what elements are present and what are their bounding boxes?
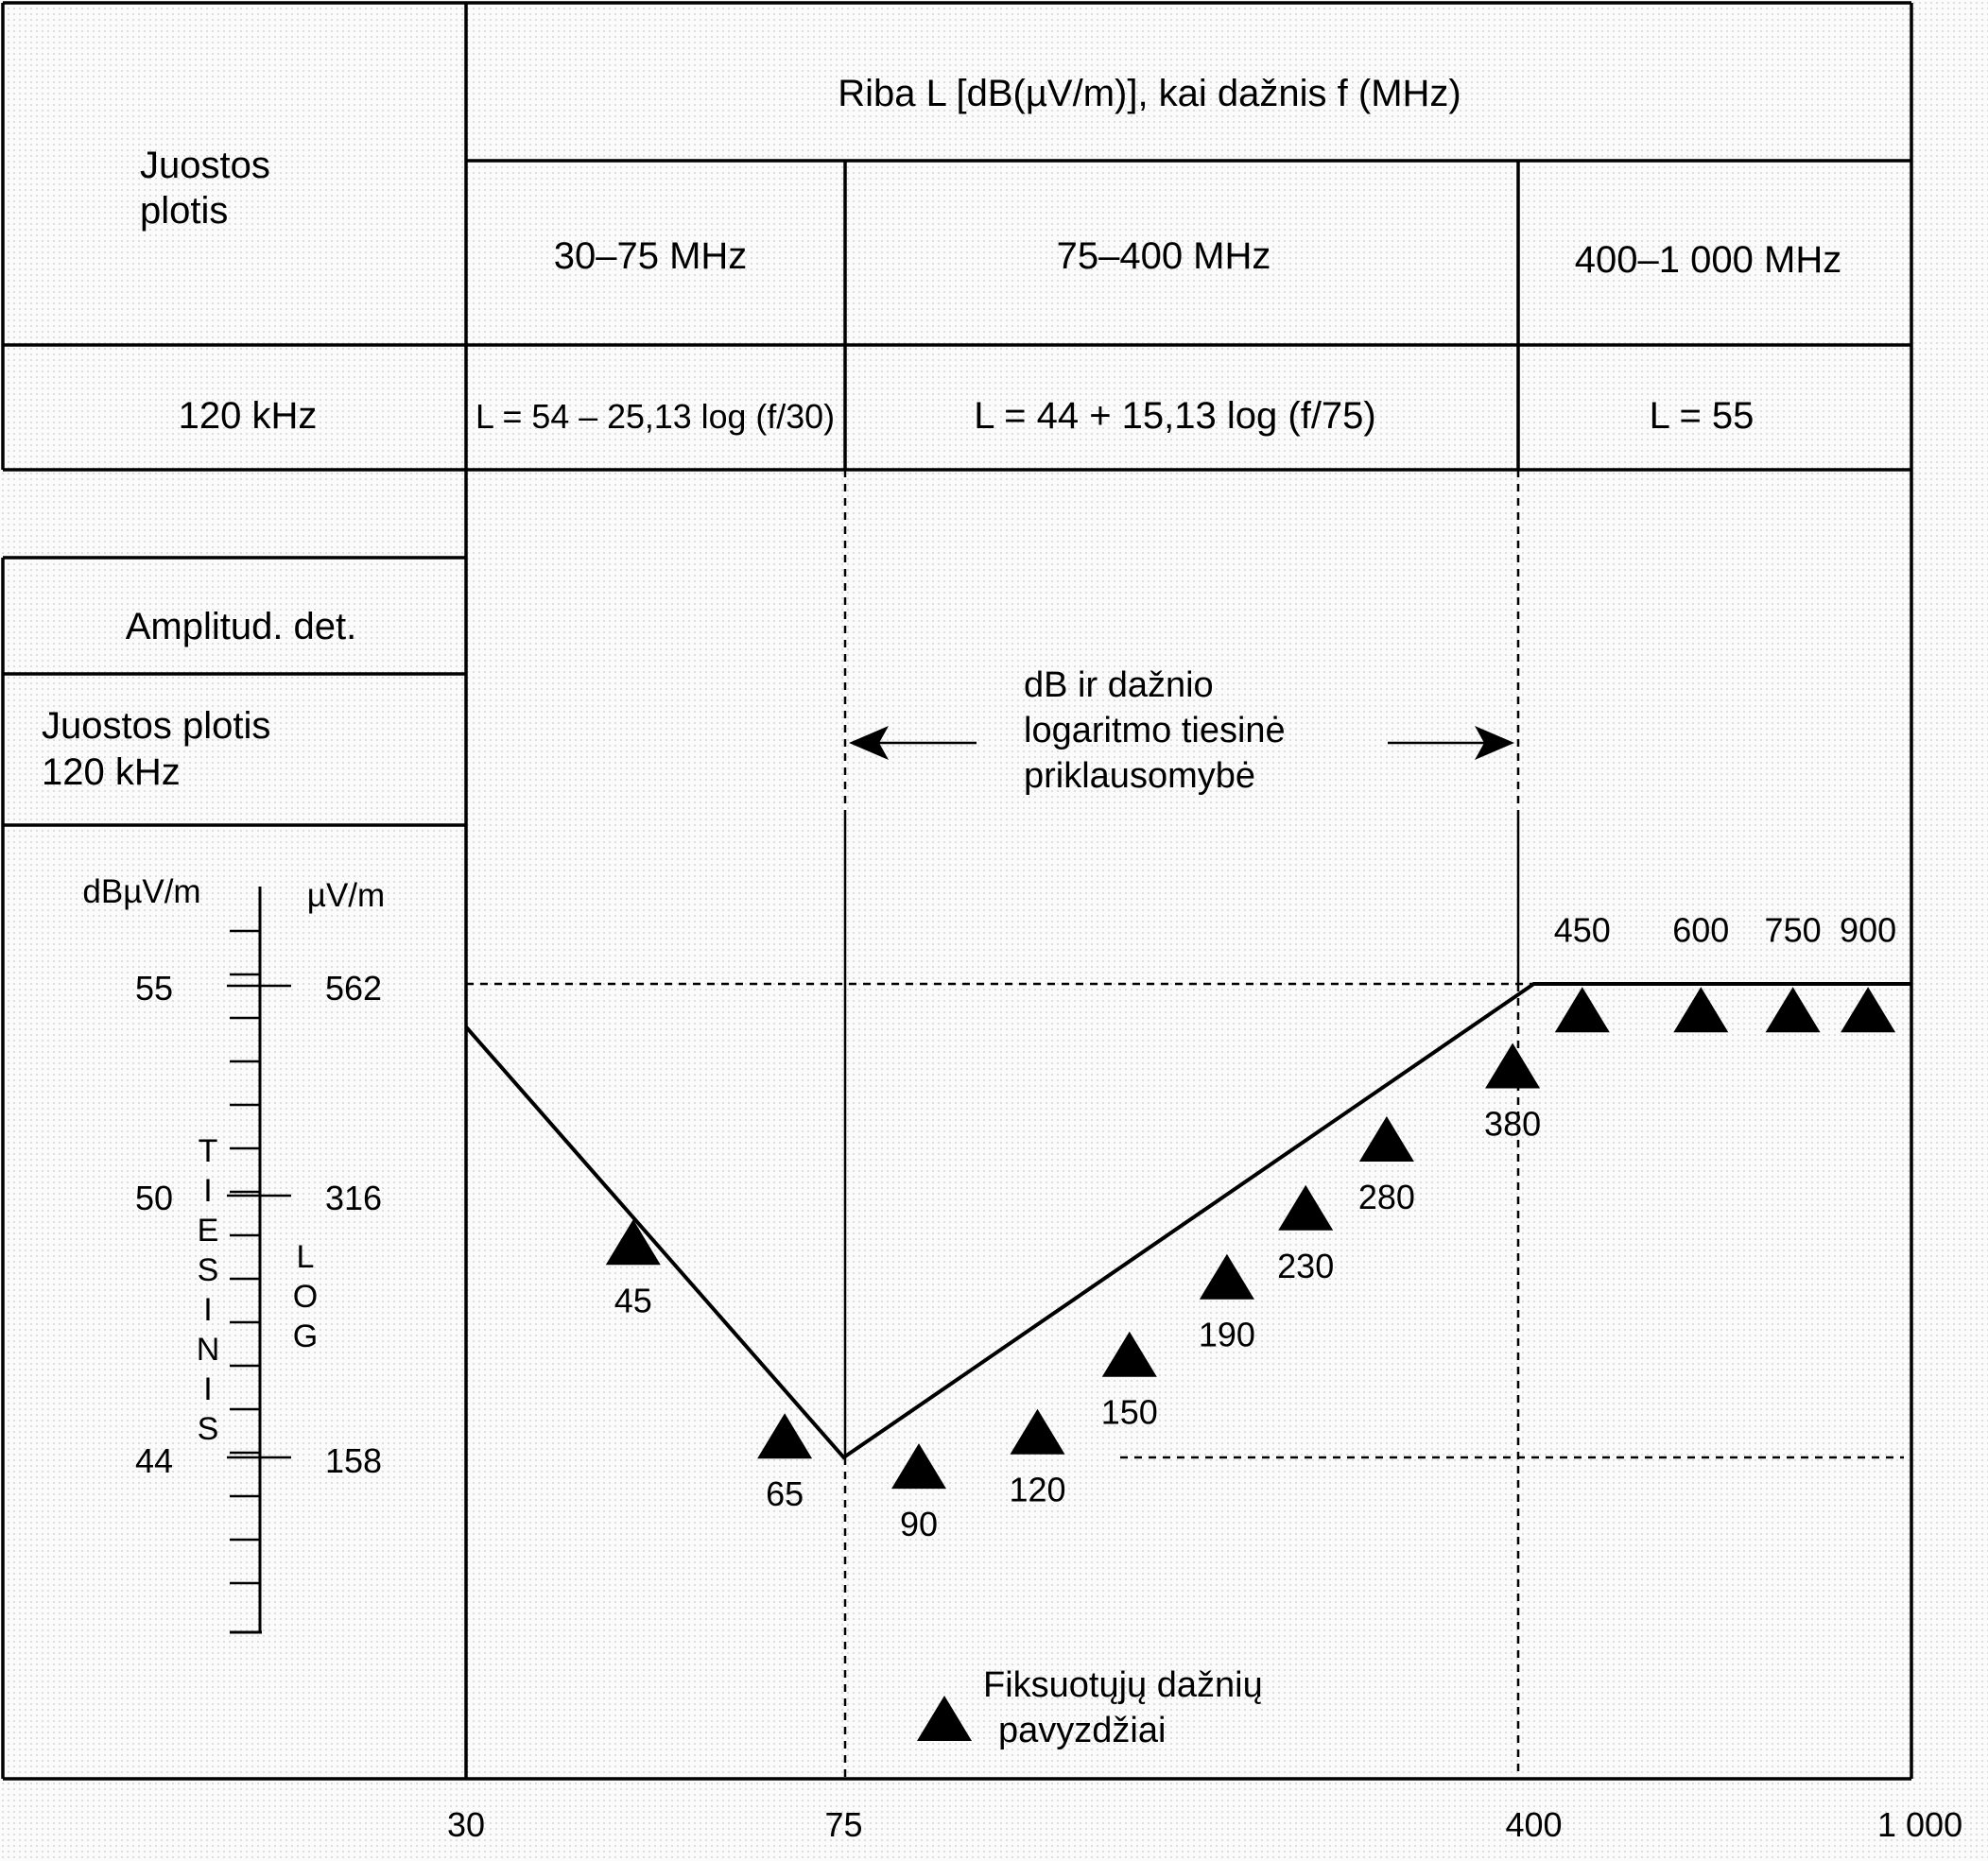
linear-letter: T [199, 1133, 218, 1169]
db-tick-50: 50 [135, 1179, 173, 1217]
fixed-frequency-label: 380 [1484, 1105, 1541, 1144]
x-axis-tick-labels: 30 75 400 1 000 [447, 1805, 1962, 1844]
annotation-line1: dB ir dažnio [1024, 665, 1214, 705]
range-30-75: 30–75 MHz [554, 235, 748, 277]
linear-letter: S [198, 1411, 219, 1447]
annotation-arrow-left-head [849, 726, 889, 760]
side-bandwidth-line1: Juostos plotis [42, 705, 270, 747]
legend-line2: pavyzdžiai [998, 1711, 1166, 1750]
fixed-frequency-marker [1358, 1116, 1414, 1162]
unit-uv: µV/m [307, 877, 385, 914]
fixed-frequency-label: 45 [614, 1281, 652, 1319]
x-tick-label: 400 [1505, 1805, 1562, 1844]
log-letter: G [293, 1318, 318, 1354]
fixed-frequency-label: 600 [1672, 910, 1729, 949]
linear-letter: N [197, 1332, 220, 1368]
fixed-frequency-label: 450 [1554, 910, 1611, 949]
log-letter: L [297, 1239, 315, 1275]
fixed-frequency-marker [1765, 987, 1821, 1033]
range-400-1000: 400–1 000 MHz [1575, 239, 1841, 281]
legend-line1: Fiksuotųjų dažnių [983, 1665, 1263, 1705]
formula-75-400: L = 44 + 15,13 log (f/75) [974, 395, 1376, 437]
fixed-frequency-label: 190 [1199, 1316, 1255, 1354]
table-frame [1, 1, 1913, 1781]
x-tick-label: 1 000 [1877, 1805, 1962, 1844]
formula-30-75: L = 54 – 25,13 log (f/30) [475, 397, 835, 436]
limit-title: Riba L [dB(µV/m)], kai dažnis f (MHz) [838, 73, 1461, 114]
legend-triangle-icon [917, 1696, 972, 1741]
fixed-frequency-label: 90 [900, 1505, 938, 1543]
fixed-frequency-marker [1199, 1253, 1254, 1300]
reference-level-lines [466, 982, 1904, 1459]
range-boundary-lines [843, 470, 1520, 1779]
uv-tick-316: 316 [325, 1179, 382, 1217]
linear-letter: I [203, 1292, 212, 1328]
detector-label: Amplitud. det. [126, 606, 357, 647]
fixed-frequency-label: 900 [1840, 910, 1896, 949]
unit-dbuv: dBµV/m [82, 873, 200, 910]
fixed-frequency-marker [1673, 987, 1729, 1033]
bandwidth-value: 120 kHz [179, 395, 318, 437]
uv-tick-562: 562 [325, 969, 382, 1008]
db-tick-44: 44 [135, 1441, 173, 1480]
fixed-frequency-markers: 45 65 90 120 150 190 230 280 380 450 600 750 900 [605, 910, 1896, 1543]
fixed-frequency-label: 150 [1101, 1393, 1158, 1432]
annotation-line2: logaritmo tiesinė [1024, 711, 1286, 750]
scale-ticks [227, 929, 291, 1634]
linear-letter: E [198, 1213, 219, 1249]
bandwidth-header-line1: Juostos [140, 145, 270, 186]
limit-line [464, 982, 1911, 1460]
fixed-frequency-marker [757, 1413, 813, 1459]
side-bandwidth-line2: 120 kHz [42, 751, 181, 793]
fixed-frequency-marker [1554, 987, 1610, 1033]
formula-400-1000: L = 55 [1650, 395, 1755, 437]
annotation-line3: priklausomybė [1024, 756, 1255, 796]
fixed-frequency-marker [1841, 987, 1896, 1033]
x-tick-label: 30 [447, 1805, 485, 1844]
linear-letter: I [203, 1371, 212, 1407]
db-tick-55: 55 [135, 969, 173, 1008]
legend: Fiksuotųjų dažnių pavyzdžiai [917, 1665, 1263, 1750]
fixed-frequency-label: 280 [1358, 1178, 1415, 1216]
uv-tick-158: 158 [325, 1441, 382, 1480]
bandwidth-header-line2: plotis [140, 190, 228, 232]
x-tick-label: 75 [824, 1805, 862, 1844]
linear-letter: I [203, 1173, 212, 1209]
fixed-frequency-label: 65 [766, 1474, 804, 1513]
linear-scale-label: T I E S I N I S [197, 1133, 220, 1447]
fixed-frequency-label: 120 [1009, 1471, 1065, 1509]
annotation-arrow-right-head [1475, 726, 1514, 760]
fixed-frequency-label: 230 [1277, 1247, 1334, 1285]
fixed-frequency-marker [1485, 1043, 1541, 1089]
fixed-frequency-label: 750 [1765, 910, 1822, 949]
fixed-frequency-marker [1010, 1408, 1065, 1455]
fixed-frequency-marker [1278, 1184, 1334, 1231]
linear-letter: S [198, 1252, 219, 1288]
log-linear-annotation: dB ir dažnio logaritmo tiesinė priklauso… [849, 665, 1514, 796]
range-75-400: 75–400 MHz [1057, 235, 1271, 277]
log-scale-label: L O G [293, 1239, 318, 1354]
log-letter: O [293, 1279, 318, 1315]
fixed-frequency-marker [891, 1443, 946, 1490]
fixed-frequency-marker [605, 1219, 661, 1266]
fixed-frequency-marker [1101, 1331, 1157, 1377]
